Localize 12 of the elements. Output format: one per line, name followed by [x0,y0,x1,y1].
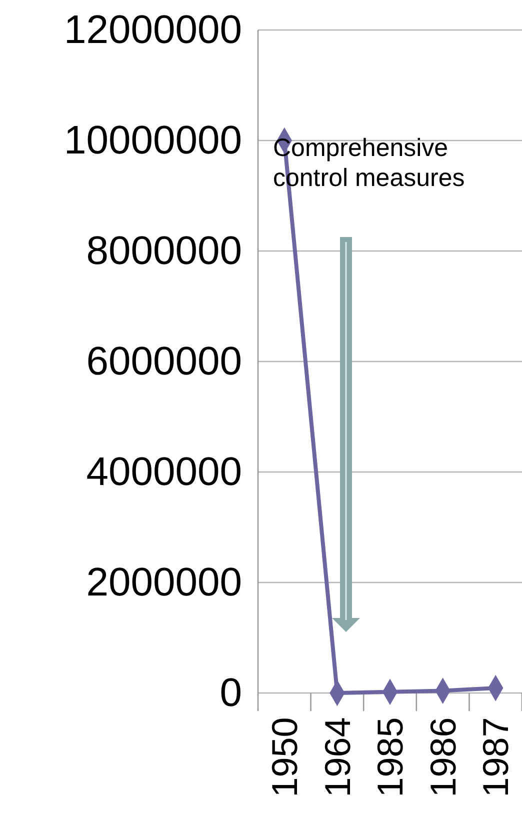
x-tick-label: 1950 [264,717,305,798]
x-tick-label: 1964 [316,717,358,798]
y-tick-label: 12000000 [64,8,242,52]
y-tick-label: 8000000 [86,228,242,273]
x-tick-label: 1987 [475,717,516,798]
y-tick-label: 6000000 [86,339,242,384]
y-tick-label: 2000000 [86,560,242,604]
y-tick-label: 10000000 [64,118,242,162]
x-tick-label: 1986 [422,717,464,798]
y-tick-label: 0 [220,670,242,715]
y-tick-label: 4000000 [86,450,242,494]
x-tick-label: 1985 [370,717,411,798]
